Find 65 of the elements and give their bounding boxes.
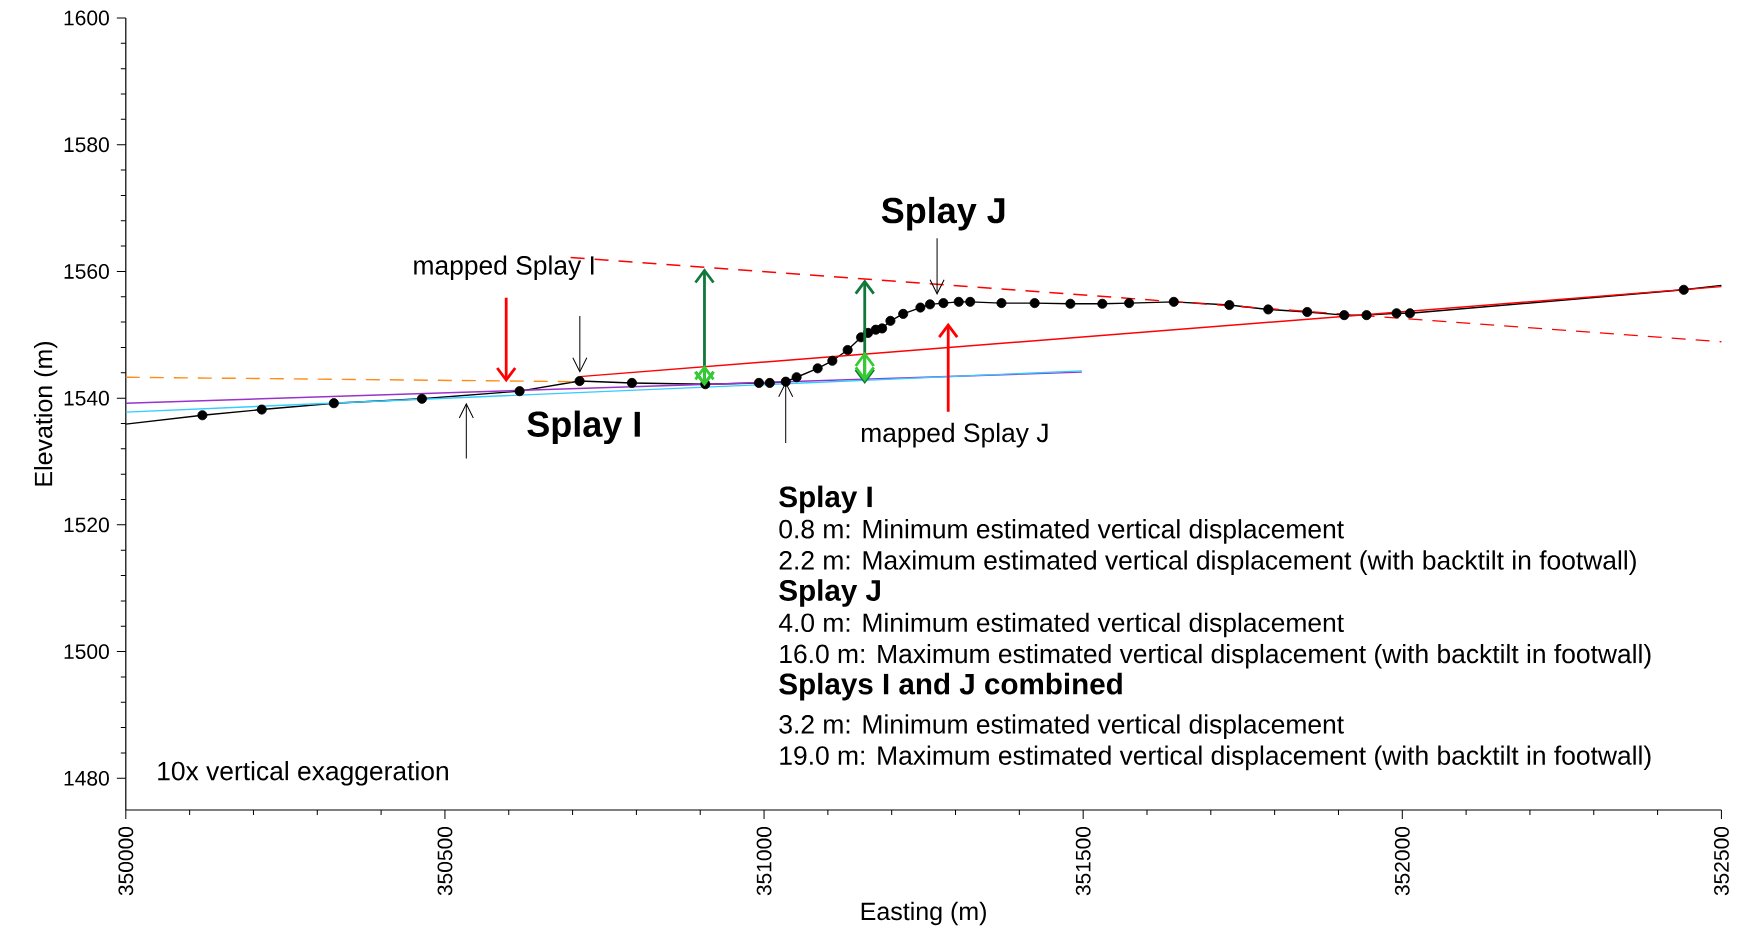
annotation: 19.0 m: Maximum estimated vertical displacement (with backtilt in footwall): [780, 745, 1651, 771]
point: [1124, 298, 1135, 309]
point: [1391, 308, 1402, 319]
point: [574, 376, 585, 387]
x-tick-label: 350000: [118, 826, 134, 896]
x-tick-label: 351500: [1075, 826, 1091, 896]
y-tick-label: 1560: [64, 264, 109, 279]
x-tick-label: 352000: [1394, 826, 1410, 896]
x-tick-label: 350500: [437, 826, 453, 896]
annotation: 4.0 m: Minimum estimated vertical displacement: [778, 612, 1344, 638]
point: [915, 302, 926, 313]
y-tick-label: 1540: [64, 390, 109, 406]
point: [1168, 296, 1179, 307]
annotation: 0.8 m: Minimum estimated vertical displacement: [779, 519, 1344, 544]
point: [1302, 306, 1313, 317]
point: [764, 377, 775, 388]
point: [885, 315, 896, 326]
annotation: 16.0 m: Maximum estimated vertical displacement (with backtilt in footwall): [780, 643, 1651, 669]
annotation: Splays I and J combined: [779, 672, 1122, 701]
annotation: Splay J: [881, 196, 1005, 231]
point: [1065, 298, 1076, 309]
annotation: mapped Splay J: [861, 422, 1048, 448]
point: [1404, 308, 1415, 319]
point: [1097, 298, 1108, 309]
annotation: Splay J: [779, 579, 880, 607]
point: [328, 398, 339, 409]
point: [924, 299, 935, 310]
y-axis-title: Elevation (m): [33, 341, 58, 486]
annotation: 2.2 m: Maximum estimated vertical displacement (with backtilt in footwall): [779, 550, 1636, 575]
point: [1361, 310, 1372, 321]
y-tick-label: 1500: [64, 644, 109, 660]
point: [626, 377, 637, 388]
y-tick-label: 1580: [64, 137, 109, 153]
x-tick-label: 352500: [1713, 826, 1729, 896]
point: [938, 298, 949, 309]
annotation: Splay I: [779, 485, 872, 514]
annotation: 3.2 m: Minimum estimated vertical displacement: [779, 714, 1344, 739]
point: [1263, 304, 1274, 315]
y-tick-label: 1520: [64, 517, 109, 533]
point: [1029, 298, 1040, 309]
point: [197, 410, 208, 421]
point: [416, 393, 427, 404]
point: [827, 355, 838, 366]
point: [842, 344, 853, 355]
point: [780, 376, 791, 387]
point: [898, 308, 909, 319]
point: [1339, 310, 1350, 321]
point: [812, 363, 823, 374]
point: [1224, 300, 1235, 311]
point: [953, 296, 964, 307]
point: [877, 323, 888, 334]
x-axis-title: Easting (m): [861, 901, 986, 926]
point: [965, 296, 976, 307]
point: [256, 404, 267, 415]
y-tick-label: 1480: [64, 770, 109, 786]
x-tick-label: 351000: [756, 826, 772, 896]
point: [791, 372, 802, 383]
point: [1678, 284, 1689, 295]
annotation: 10x vertical exaggeration: [158, 760, 448, 786]
annotation: Splay I: [527, 410, 640, 445]
point: [753, 377, 764, 388]
point: [514, 386, 525, 397]
annotation: mapped Splay I: [414, 255, 594, 281]
y-tick-label: 1600: [64, 10, 109, 26]
point: [996, 298, 1007, 309]
